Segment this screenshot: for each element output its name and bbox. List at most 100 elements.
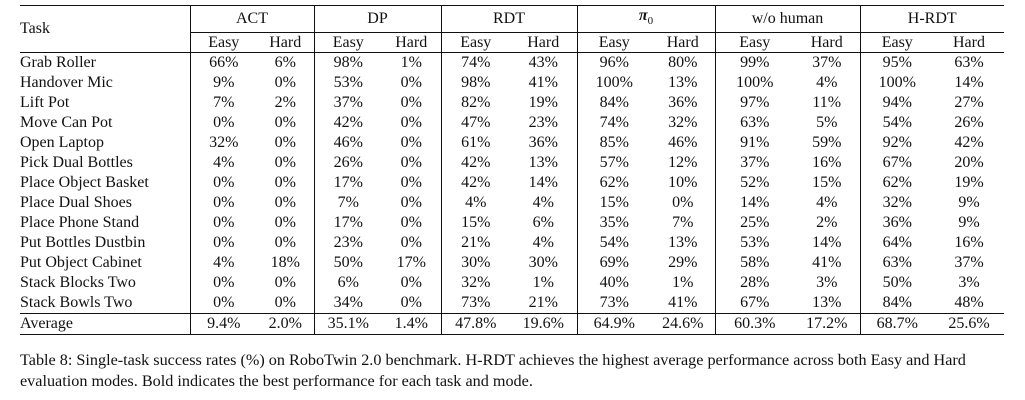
table-row: Place Dual Shoes 0% 0% 7% 0% 4% 4% 15% 0% 14% 4% 32… xyxy=(20,193,1004,214)
group-header: w/o human xyxy=(714,5,860,33)
easy-score-cell: 52% xyxy=(714,173,794,194)
hard-score-cell: 13% xyxy=(528,154,558,172)
hard-score-cell: 30% xyxy=(528,254,558,272)
hard-score-cell: 18% xyxy=(270,254,300,272)
hard-score-cell: 63% xyxy=(954,54,984,72)
table-row: Place Object Basket 0% 0% 17% 0% 42% 14% 62% 10%… xyxy=(20,173,1004,194)
easy-score-cell: 30% xyxy=(440,253,510,274)
easy-score-cell: 66% xyxy=(189,52,257,74)
easy-score-cell: 37% xyxy=(714,153,794,174)
hard-score-cell: 0% xyxy=(274,194,296,212)
easy-score-cell: 94% xyxy=(859,93,934,114)
easy-score-cell: 64% xyxy=(859,233,934,254)
group-header: RDT xyxy=(440,5,577,33)
easy-score-cell: 9% xyxy=(189,73,257,94)
easy-score-cell: 15% xyxy=(576,193,651,214)
group-header: ACT xyxy=(189,5,314,33)
task-name-cell: Put Bottles Dustbin xyxy=(20,234,146,252)
mode-header-easy: Easy xyxy=(714,32,794,54)
results-table: Task ACT DP RDT π0 w/o human H-RDT Easy … xyxy=(20,4,1004,336)
easy-score-cell: 63% xyxy=(859,253,934,274)
easy-score-cell: 15% xyxy=(440,213,510,234)
pi-symbol: π xyxy=(638,7,648,24)
easy-score-cell: 21% xyxy=(440,233,510,254)
table-row: Put Bottles Dustbin 0% 0% 23% 0% 21% 4% 54% 13% 5… xyxy=(20,233,1004,254)
easy-score-cell: 100% xyxy=(714,73,794,94)
easy-score-cell: 4% xyxy=(189,153,257,174)
easy-score-cell: 17% xyxy=(313,213,382,234)
easy-score-cell: 84% xyxy=(859,293,934,314)
easy-score-cell: 98% xyxy=(440,73,510,94)
hard-score-cell: 1% xyxy=(672,274,694,292)
hard-score-cell: 16% xyxy=(954,234,984,252)
easy-score-cell: 82% xyxy=(440,93,510,114)
hard-score-cell: 0% xyxy=(400,114,422,132)
hard-score-cell: 19% xyxy=(954,174,984,192)
group-header: H-RDT xyxy=(859,5,1004,33)
table-row: Lift Pot 7% 2% 37% 0% 82% 19% 84% 36% 97% 11% 94% 27… xyxy=(20,93,1004,114)
task-header: Task xyxy=(20,4,190,54)
hard-score-cell: 1% xyxy=(400,54,422,72)
group-header-pi0: π0 xyxy=(576,5,715,33)
easy-score-cell: 25% xyxy=(714,213,794,234)
table-row: Handover Mic 9% 0% 53% 0% 98% 41% 100% 13% 100% 4%… xyxy=(20,73,1004,94)
hard-score-cell: 0% xyxy=(274,154,296,172)
hard-score-cell: 0% xyxy=(274,114,296,132)
hard-score-cell: 24.6% xyxy=(651,313,715,336)
easy-score-cell: 40% xyxy=(576,273,651,294)
hard-score-cell: 26% xyxy=(954,114,984,132)
easy-score-cell: 67% xyxy=(859,153,934,174)
easy-score-cell: 92% xyxy=(859,133,934,154)
hard-score-cell: 4% xyxy=(816,74,838,92)
hard-score-cell: 41% xyxy=(812,254,842,272)
table-row: Move Can Pot 0% 0% 42% 0% 47% 23% 74% 32% 63% 5% 54… xyxy=(20,113,1004,134)
easy-score-cell: 54% xyxy=(859,113,934,134)
task-name-cell: Move Can Pot xyxy=(20,114,113,132)
hard-score-cell: 9% xyxy=(958,194,980,212)
easy-score-cell: 58% xyxy=(714,253,794,274)
easy-score-cell: 0% xyxy=(189,233,257,254)
hard-score-cell: 80% xyxy=(668,54,698,72)
hard-score-cell: 0% xyxy=(400,194,422,212)
task-name-cell: Place Object Basket xyxy=(20,174,149,192)
hard-score-cell: 1% xyxy=(532,274,554,292)
hard-score-cell: 2.0% xyxy=(257,313,314,336)
hard-score-cell: 0% xyxy=(672,194,694,212)
hard-score-cell: 7% xyxy=(672,214,694,232)
hard-score-cell: 0% xyxy=(400,174,422,192)
hard-score-cell: 3% xyxy=(958,274,980,292)
easy-score-cell: 98% xyxy=(313,52,382,74)
easy-score-cell: 0% xyxy=(189,273,257,294)
hard-score-cell: 0% xyxy=(400,94,422,112)
table-row: Place Phone Stand 0% 0% 17% 0% 15% 6% 35% 7% 25% 2… xyxy=(20,213,1004,234)
mode-header-easy: Easy xyxy=(313,32,382,54)
hard-score-cell: 41% xyxy=(668,294,698,312)
easy-score-cell: 67% xyxy=(714,293,794,314)
hard-score-cell: 9% xyxy=(958,214,980,232)
table-row: Open Laptop 32% 0% 46% 0% 61% 36% 85% 46% 91% 59% 9… xyxy=(20,133,1004,154)
hard-score-cell: 14% xyxy=(528,174,558,192)
hard-score-cell: 0% xyxy=(274,214,296,232)
hard-score-cell: 23% xyxy=(528,114,558,132)
easy-score-cell: 4% xyxy=(440,193,510,214)
hard-score-cell: 6% xyxy=(532,214,554,232)
hard-score-cell: 16% xyxy=(812,154,842,172)
easy-score-cell: 28% xyxy=(714,273,794,294)
easy-score-cell: 61% xyxy=(440,133,510,154)
hard-score-cell: 2% xyxy=(816,214,838,232)
easy-score-cell: 46% xyxy=(313,133,382,154)
mode-header-hard: Hard xyxy=(651,32,715,54)
easy-score-cell: 23% xyxy=(313,233,382,254)
easy-score-cell: 54% xyxy=(576,233,651,254)
pi-subscript: 0 xyxy=(647,15,654,28)
average-row: Average 9.4% 2.0% 35.1% 1.4% 47.8% 19.6% 64.9% 2… xyxy=(20,313,1004,336)
easy-score-cell: 7% xyxy=(313,193,382,214)
hard-score-cell: 27% xyxy=(954,94,984,112)
easy-score-cell: 7% xyxy=(189,93,257,114)
easy-score-cell: 91% xyxy=(714,133,794,154)
hard-score-cell: 43% xyxy=(528,54,558,72)
easy-score-cell: 36% xyxy=(859,213,934,234)
easy-score-cell: 0% xyxy=(189,113,257,134)
hard-score-cell: 0% xyxy=(400,134,422,152)
easy-score-cell: 73% xyxy=(440,293,510,314)
